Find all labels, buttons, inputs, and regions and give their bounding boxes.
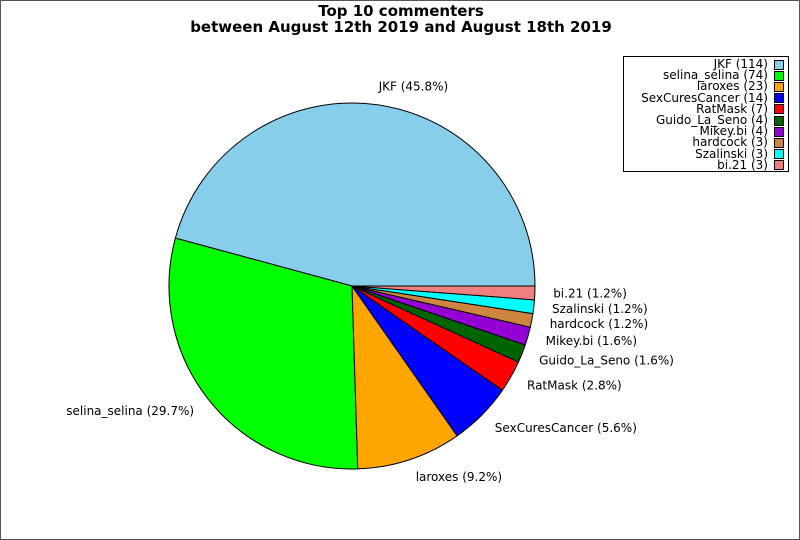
legend-swatch bbox=[774, 81, 784, 92]
chart-title: Top 10 commenters between August 12th 20… bbox=[1, 2, 799, 36]
legend-item-guido-la-seno: Guido_La_Seno (4) bbox=[624, 113, 788, 128]
legend-label: laroxes (23) bbox=[696, 79, 768, 94]
slice-label-laroxes: laroxes (9.2%) bbox=[416, 470, 502, 484]
legend-item-mikey-bi: Mikey.bi (4) bbox=[624, 124, 788, 139]
slice-label-bi-21: bi.21 (1.2%) bbox=[553, 287, 627, 301]
legend-swatch bbox=[774, 126, 784, 137]
legend: JKF (114) selina_selina (74) laroxes (23) S… bbox=[623, 56, 789, 172]
slice-label-sexcurescancer: SexCuresCancer (5.6%) bbox=[495, 421, 637, 435]
legend-label: hardcock (3) bbox=[692, 135, 768, 150]
legend-label: Guido_La_Seno (4) bbox=[656, 113, 768, 128]
legend-item-szalinski: Szalinski (3) bbox=[624, 146, 788, 161]
legend-item-jkf: JKF (114) bbox=[624, 57, 788, 72]
legend-label: Mikey.bi (4) bbox=[699, 124, 768, 139]
pie-slice-selina-selina bbox=[168, 237, 359, 470]
slice-label-mikey-bi: Mikey.bi (1.6%) bbox=[546, 334, 637, 348]
slice-label-ratmask: RatMask (2.8%) bbox=[527, 379, 622, 393]
chart-title-line2: between August 12th 2019 and August 18th… bbox=[190, 18, 612, 36]
legend-item-selina-selina: selina_selina (74) bbox=[624, 68, 788, 83]
slice-label-hardcock: hardcock (1.2%) bbox=[550, 317, 648, 331]
chart-title-line1: Top 10 commenters bbox=[318, 2, 484, 20]
legend-label: selina_selina (74) bbox=[663, 68, 768, 83]
legend-item-bi-21: bi.21 (3) bbox=[624, 157, 788, 172]
pie-slice-bi-21 bbox=[351, 285, 536, 301]
legend-item-laroxes: laroxes (23) bbox=[624, 79, 788, 94]
legend-swatch bbox=[774, 93, 784, 104]
legend-swatch bbox=[774, 70, 784, 81]
legend-swatch bbox=[774, 115, 784, 126]
legend-label: JKF (114) bbox=[713, 57, 768, 72]
legend-swatch bbox=[774, 137, 784, 148]
legend-label: Szalinski (3) bbox=[695, 146, 768, 161]
legend-label: RatMask (7) bbox=[696, 101, 768, 116]
legend-item-sexcurescancer: SexCuresCancer (14) bbox=[624, 90, 788, 105]
legend-swatch bbox=[774, 59, 784, 70]
legend-swatch bbox=[774, 104, 784, 115]
pie-slice-jkf bbox=[174, 102, 536, 287]
pie-slice-laroxes bbox=[351, 285, 458, 470]
legend-label: bi.21 (3) bbox=[717, 157, 768, 172]
slice-label-szalinski: Szalinski (1.2%) bbox=[552, 302, 648, 316]
legend-swatch bbox=[774, 149, 784, 160]
slice-label-jkf: JKF (45.8%) bbox=[378, 80, 449, 94]
legend-item-hardcock: hardcock (3) bbox=[624, 135, 788, 150]
legend-item-ratmask: RatMask (7) bbox=[624, 101, 788, 116]
slice-label-guido-la-seno: Guido_La_Seno (1.6%) bbox=[539, 353, 674, 367]
legend-swatch bbox=[774, 160, 784, 171]
legend-label: SexCuresCancer (14) bbox=[641, 90, 768, 105]
slice-label-selina-selina: selina_selina (29.7%) bbox=[66, 404, 194, 418]
